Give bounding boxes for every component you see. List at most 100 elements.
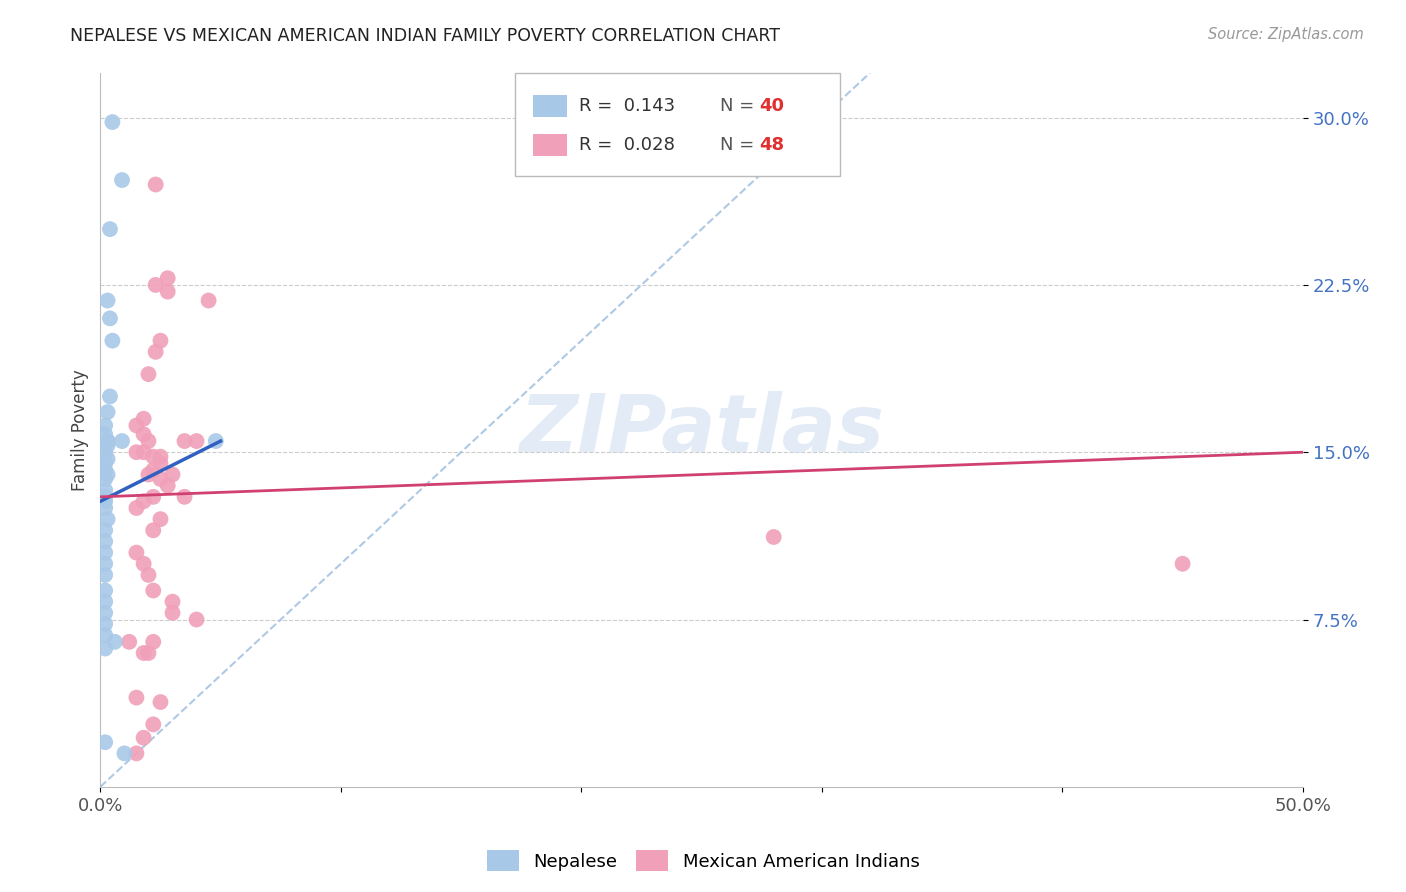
Point <box>138 646 160 660</box>
Point <box>132 646 155 660</box>
Point <box>97 434 120 448</box>
Point <box>149 456 172 470</box>
Point <box>118 635 141 649</box>
Point <box>94 583 117 598</box>
Point <box>138 568 160 582</box>
Point <box>101 115 124 129</box>
Point <box>111 173 134 187</box>
Point <box>94 617 117 632</box>
Point <box>125 546 148 560</box>
Point <box>156 478 179 492</box>
Point <box>101 334 124 348</box>
Point <box>98 222 121 236</box>
Point <box>142 450 165 464</box>
Point <box>94 463 117 477</box>
Point <box>98 311 121 326</box>
Point <box>94 418 117 433</box>
Point <box>94 735 117 749</box>
Point <box>142 524 165 538</box>
Point <box>142 635 165 649</box>
Point <box>132 557 155 571</box>
Bar <box>533 95 567 117</box>
Point <box>97 467 120 482</box>
Point <box>94 524 117 538</box>
Point <box>142 490 165 504</box>
Point <box>149 472 172 486</box>
Point <box>138 467 160 482</box>
Point <box>94 546 117 560</box>
Point <box>94 494 117 508</box>
Point <box>94 445 117 459</box>
Point <box>97 451 120 466</box>
Point <box>125 418 148 433</box>
Point <box>94 534 117 549</box>
Text: Source: ZipAtlas.com: Source: ZipAtlas.com <box>1208 27 1364 42</box>
Point <box>104 635 127 649</box>
Point <box>204 434 226 448</box>
Point <box>94 472 117 486</box>
Point <box>132 411 155 425</box>
Point <box>762 530 785 544</box>
Bar <box>533 135 567 156</box>
Point <box>94 490 117 504</box>
Point <box>111 434 134 448</box>
Text: 48: 48 <box>759 136 785 154</box>
Point <box>97 434 120 448</box>
Point <box>1171 557 1194 571</box>
Point <box>142 463 165 477</box>
Point <box>142 717 165 731</box>
Text: ZIPatlas: ZIPatlas <box>519 391 884 469</box>
Point <box>156 285 179 299</box>
Point <box>149 334 172 348</box>
Point <box>98 389 121 403</box>
Text: R =  0.028: R = 0.028 <box>579 136 675 154</box>
Y-axis label: Family Poverty: Family Poverty <box>72 369 89 491</box>
Point <box>186 434 208 448</box>
Point <box>149 512 172 526</box>
Point <box>94 628 117 642</box>
Point <box>94 483 117 497</box>
Point <box>138 434 160 448</box>
Point <box>132 731 155 745</box>
Point <box>162 595 184 609</box>
Point <box>162 467 184 482</box>
Point <box>162 606 184 620</box>
Point <box>138 367 160 381</box>
Point <box>94 606 117 620</box>
Point <box>125 500 148 515</box>
Point <box>132 494 155 508</box>
Text: 40: 40 <box>759 97 785 115</box>
Text: N =: N = <box>720 97 759 115</box>
Point <box>149 450 172 464</box>
Point <box>94 557 117 571</box>
Point <box>156 271 179 285</box>
Text: R =  0.143: R = 0.143 <box>579 97 675 115</box>
Point <box>94 500 117 515</box>
Point <box>145 178 167 192</box>
Point <box>142 583 165 598</box>
Text: N =: N = <box>720 136 759 154</box>
Point <box>132 427 155 442</box>
Point <box>132 445 155 459</box>
Point <box>112 747 135 761</box>
Point <box>125 445 148 459</box>
Point <box>145 344 167 359</box>
Point <box>94 568 117 582</box>
Point <box>149 695 172 709</box>
Point <box>94 427 117 442</box>
Point <box>145 277 167 292</box>
Point <box>173 434 195 448</box>
Legend: Nepalese, Mexican American Indians: Nepalese, Mexican American Indians <box>479 843 927 879</box>
Point <box>97 293 120 308</box>
FancyBboxPatch shape <box>515 73 839 177</box>
Point <box>125 747 148 761</box>
Point <box>97 405 120 419</box>
Point <box>94 456 117 470</box>
Point <box>94 595 117 609</box>
Point <box>97 438 120 452</box>
Point <box>173 490 195 504</box>
Text: NEPALESE VS MEXICAN AMERICAN INDIAN FAMILY POVERTY CORRELATION CHART: NEPALESE VS MEXICAN AMERICAN INDIAN FAMI… <box>70 27 780 45</box>
Point <box>94 641 117 656</box>
Point <box>97 512 120 526</box>
Point <box>197 293 219 308</box>
